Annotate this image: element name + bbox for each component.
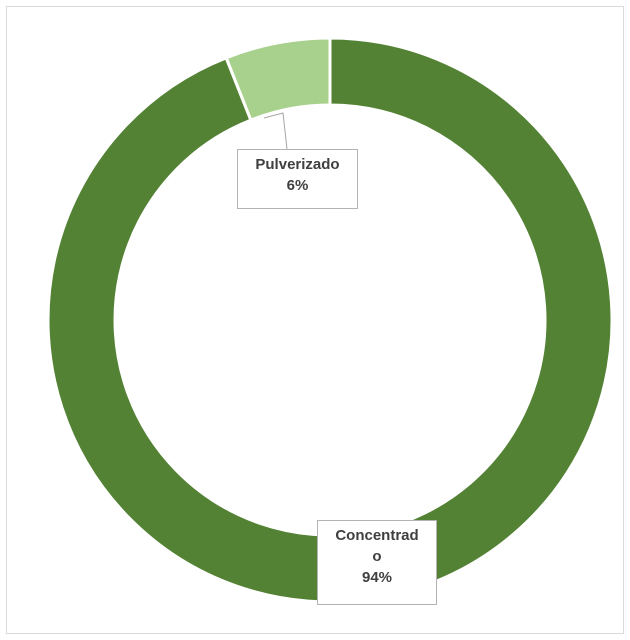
data-label-concentrado: Concentrad o 94%	[317, 520, 437, 605]
data-label-pulverizado-percent: 6%	[286, 177, 309, 194]
data-label-concentrado-name-line2: o	[372, 548, 382, 565]
data-label-pulverizado: Pulverizado 6%	[237, 149, 358, 209]
data-label-pulverizado-name: Pulverizado	[255, 156, 340, 173]
leader-line-pulverizado	[263, 112, 288, 150]
data-label-concentrado-percent: 94%	[361, 569, 393, 586]
slice-pulverizado	[224, 36, 332, 123]
slice-concentrado	[46, 36, 614, 604]
data-label-concentrado-name-line1: Concentrad	[335, 527, 419, 544]
